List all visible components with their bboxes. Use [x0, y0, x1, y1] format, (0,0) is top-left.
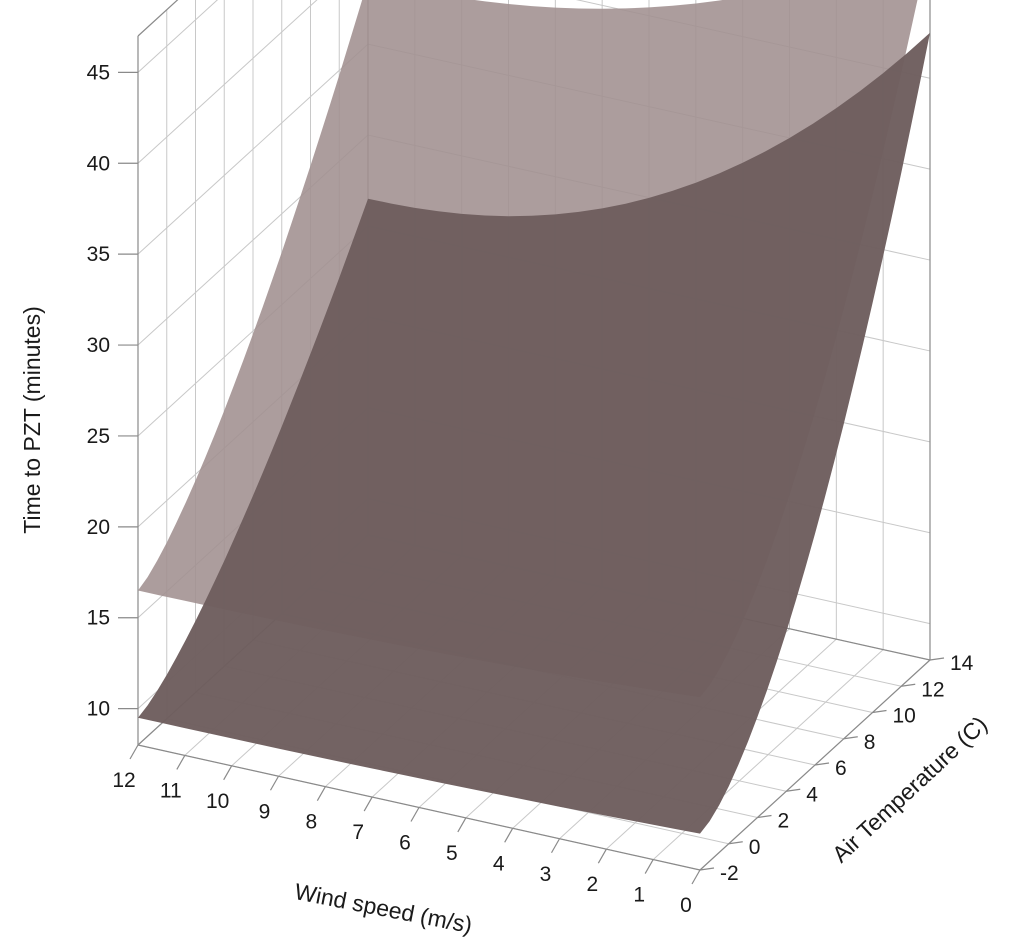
x-tick-label: 0 [680, 894, 692, 917]
x-tick-label: 5 [446, 842, 458, 865]
x-tick-mark [597, 848, 607, 864]
y-tick-label: 10 [893, 705, 916, 728]
y-tick-label: 4 [806, 783, 818, 806]
gridline-left-wall-z [137, 0, 218, 73]
z-tick-label: 10 [87, 698, 110, 721]
z-tick-label: 25 [87, 425, 110, 448]
x-tick-label: 4 [493, 852, 505, 875]
x-tick-label: 2 [586, 873, 598, 896]
y-tick-label: 12 [921, 678, 944, 701]
x-tick-label: 6 [399, 832, 411, 855]
y-tick-mark [699, 867, 715, 871]
y-tick-mark [728, 841, 743, 845]
x-tick-label: 1 [633, 884, 645, 907]
y-tick-mark [901, 683, 916, 687]
z-tick-label: 30 [87, 334, 110, 357]
y-tick-label: -2 [720, 862, 739, 885]
y-tick-mark [872, 709, 887, 714]
y-axis-title: Air Temperature (C) [827, 711, 992, 867]
x-tick-mark [176, 755, 186, 770]
y-tick-mark [757, 814, 772, 819]
x-tick-mark [644, 859, 654, 874]
z-tick-label: 45 [87, 61, 110, 84]
x-tick-label: 10 [206, 790, 229, 813]
y-tick-label: 14 [950, 652, 974, 675]
z-axis-title: Time to PZT (minutes) [19, 306, 45, 533]
surface-lower [138, 32, 930, 834]
z-tick-label: 40 [87, 152, 110, 175]
x-axis-title: Wind speed (m/s) [293, 878, 475, 938]
x-tick-mark [550, 838, 561, 854]
y-tick-label: 0 [749, 836, 761, 859]
z-tick-label: 20 [87, 516, 110, 539]
surface-layer [138, 0, 930, 834]
x-tick-label: 9 [259, 800, 271, 823]
gridline-left-wall-z [137, 0, 318, 164]
y-tick-mark [929, 657, 945, 661]
x-tick-label: 11 [160, 779, 182, 802]
x-tick-mark [316, 786, 326, 801]
x-tick-label: 12 [112, 769, 135, 792]
box-edge [137, 0, 179, 37]
x-tick-mark [129, 744, 139, 760]
x-tick-label: 7 [352, 821, 364, 844]
x-tick-mark [269, 775, 280, 791]
x-tick-mark [223, 765, 233, 781]
y-tick-mark [786, 788, 801, 792]
y-tick-label: 8 [864, 731, 876, 754]
y-tick-mark [814, 762, 830, 766]
x-tick-label: 3 [540, 863, 552, 886]
surface-patch [138, 32, 930, 834]
x-tick-mark [457, 817, 467, 833]
x-tick-mark [691, 869, 701, 885]
y-tick-label: 2 [778, 810, 790, 833]
x-tick-mark [504, 828, 514, 843]
z-tick-label: 15 [87, 607, 110, 630]
z-tick-label: 35 [87, 243, 110, 266]
gridline-left-wall-z [137, 43, 369, 255]
x-tick-mark [410, 807, 420, 822]
y-tick-label: 6 [835, 757, 847, 780]
y-tick-mark [843, 736, 858, 740]
x-tick-label: 8 [305, 811, 317, 834]
x-tick-mark [363, 796, 373, 812]
